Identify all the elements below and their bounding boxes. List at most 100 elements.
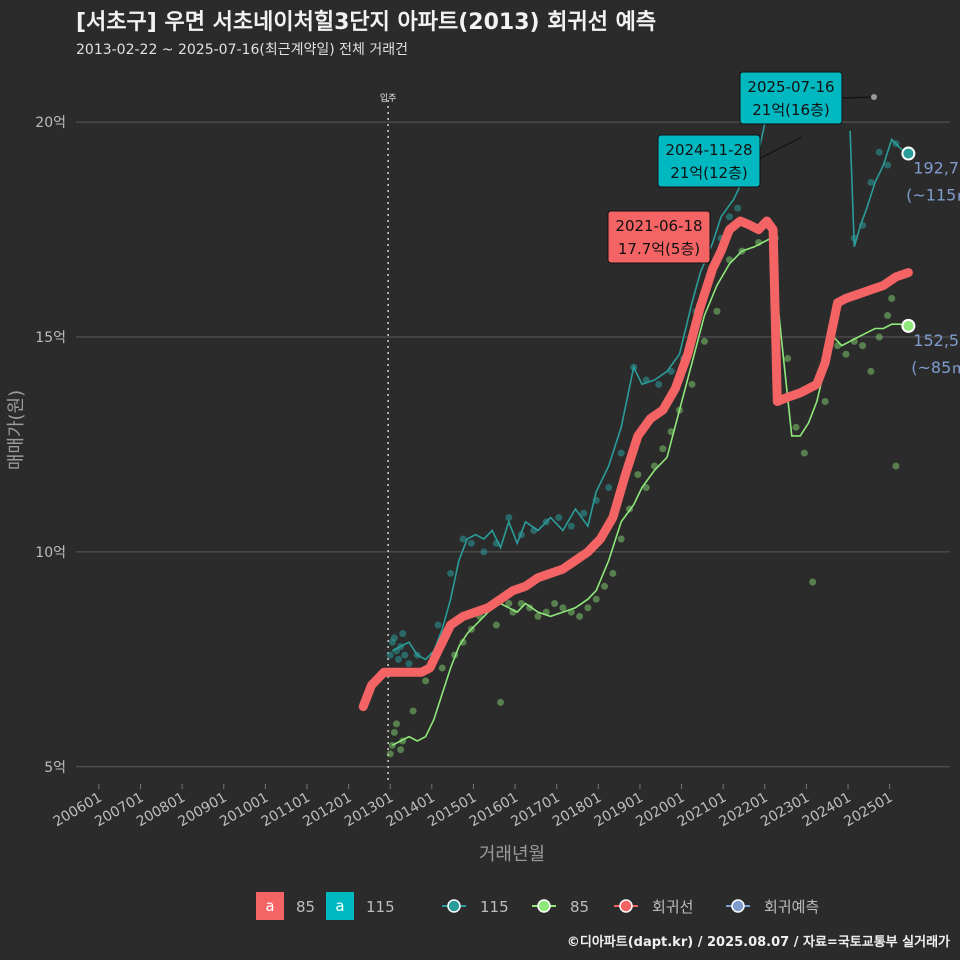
point-115 [467, 539, 475, 547]
point-115 [459, 535, 467, 543]
point-85 [551, 600, 559, 607]
callout-date: 2021-06-18 [615, 217, 702, 235]
point-85 [659, 445, 667, 453]
source-credit: ©디아파트(dapt.kr) / 2025.08.07 / 자료=국토교통부 실… [566, 935, 950, 950]
point-85 [821, 398, 829, 406]
endpoint-value-115: 192,700 [913, 159, 960, 178]
legend-label: 115 [366, 898, 395, 916]
regression-line [358, 216, 913, 712]
point-85 [409, 707, 417, 715]
legend-swatch-key: a [265, 897, 274, 915]
point-85 [634, 471, 642, 479]
annotation-layer: 192,700 (~115㎡) 152,590 (~85㎡) 2021-06-18 17.… [607, 71, 960, 377]
point-85 [888, 294, 896, 302]
callout-value: 17.7억(5층) [618, 240, 700, 258]
line-layer [358, 83, 913, 747]
point-85 [584, 604, 592, 612]
callout-value: 21억(16층) [752, 101, 829, 119]
point-115 [505, 514, 513, 522]
callout-date: 2025-07-16 [747, 78, 834, 96]
legend-marker [537, 899, 551, 913]
point-115 [405, 660, 413, 668]
move-in-label: 입주 [380, 92, 397, 104]
point-85 [784, 355, 792, 363]
point-85 [397, 746, 405, 754]
legend-label: 115 [480, 898, 509, 916]
legend-marker [731, 899, 745, 913]
point-115 [884, 161, 892, 169]
point-85 [388, 741, 396, 749]
point-115 [725, 213, 733, 221]
point-85 [497, 698, 505, 706]
point-85 [875, 333, 883, 341]
point-115 [555, 514, 563, 522]
point-115 [580, 509, 588, 517]
legend-swatch-key: a [335, 897, 344, 915]
point-115 [447, 569, 455, 577]
endpoint-area-115: (~115㎡) [906, 186, 960, 205]
point-115 [480, 548, 488, 556]
legend-label: 85 [570, 898, 589, 916]
x-axis-label: 거래년월 [479, 844, 545, 865]
legend-marker [619, 899, 633, 913]
endpoint-value-85: 152,590 [913, 331, 960, 350]
x-axis-ticks: 2006012007012008012009012010012011012012… [51, 784, 896, 830]
point-115 [605, 483, 613, 491]
point-85 [422, 677, 430, 685]
grid-layer [76, 121, 950, 768]
legend-label: 회귀예측 [764, 898, 819, 916]
point-85 [688, 380, 696, 388]
y-tick-label: 20억 [35, 115, 66, 131]
point-85 [438, 664, 446, 672]
callout-box [657, 134, 761, 188]
series-115-line [391, 83, 789, 661]
point-115 [875, 148, 883, 156]
point-115 [399, 630, 407, 638]
point-115 [401, 651, 409, 659]
point-85 [601, 582, 609, 590]
point-85 [800, 449, 808, 457]
point-115 [867, 178, 875, 186]
point-115 [434, 621, 442, 629]
point-85 [392, 720, 400, 728]
legend-label: 85 [296, 898, 315, 916]
callout-box [607, 210, 711, 264]
point-85 [884, 312, 892, 320]
y-tick-label: 5억 [44, 760, 66, 776]
point-85 [534, 612, 542, 620]
point-85 [713, 307, 721, 315]
series-85-line [391, 236, 909, 747]
endpoint-area-85: (~85㎡) [911, 358, 960, 377]
point-115 [386, 651, 394, 659]
y-tick-label: 10억 [35, 545, 66, 561]
point-85 [892, 462, 900, 470]
y-axis-ticks: 5억 10억 15억 20억 [35, 115, 66, 776]
endpoint-marker-115 [901, 146, 916, 161]
point-115 [567, 522, 575, 530]
point-115 [655, 380, 663, 388]
legend-label: 회귀선 [652, 898, 693, 916]
legend-swatch-fill [326, 892, 354, 920]
legend-marker [447, 899, 461, 913]
latest-trade-point [871, 94, 877, 100]
y-tick-label: 15억 [35, 330, 66, 346]
chart-subtitle: 2013-02-22 ~ 2025-07-16(최근계약일) 전체 거래건 [76, 42, 408, 58]
point-85 [642, 483, 650, 491]
point-85 [386, 750, 394, 758]
legend-swatch-fill [256, 892, 284, 920]
point-85 [390, 728, 398, 736]
callout-value: 21억(12층) [670, 164, 747, 182]
callout-leader [759, 136, 803, 159]
point-115 [734, 204, 742, 212]
series-115-recent-line [849, 130, 907, 248]
callout-leader [841, 96, 875, 99]
point-85 [592, 595, 600, 603]
point-85 [792, 423, 800, 431]
point-115 [390, 634, 398, 642]
point-85 [505, 600, 513, 607]
point-85 [809, 578, 817, 586]
point-115 [395, 655, 403, 663]
point-85 [559, 604, 567, 612]
point-85 [576, 612, 584, 620]
